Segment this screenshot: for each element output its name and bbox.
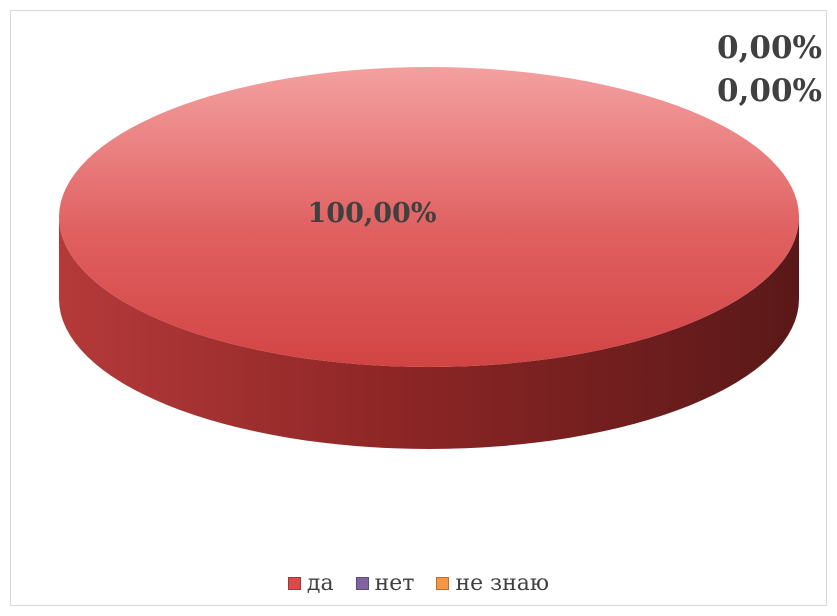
pie-side	[59, 217, 799, 449]
legend-label-dont-know: не знаю	[455, 570, 550, 596]
chart-legend: да нет не знаю	[0, 568, 837, 598]
data-label-0: 100,00%	[308, 198, 437, 229]
legend-label-yes: да	[306, 570, 334, 596]
legend-swatch-no	[355, 576, 369, 590]
legend-item-no: нет	[355, 570, 415, 596]
legend-swatch-dont-know	[436, 576, 450, 590]
data-label-2: 0,00%	[717, 73, 822, 109]
legend-item-dont-know: не знаю	[436, 571, 549, 596]
data-label-1: 0,00%	[717, 30, 822, 66]
legend-item-yes: да	[287, 570, 334, 596]
legend-label-no: нет	[374, 570, 415, 596]
pie-slice-0	[59, 67, 799, 367]
legend-swatch-yes	[287, 576, 301, 590]
